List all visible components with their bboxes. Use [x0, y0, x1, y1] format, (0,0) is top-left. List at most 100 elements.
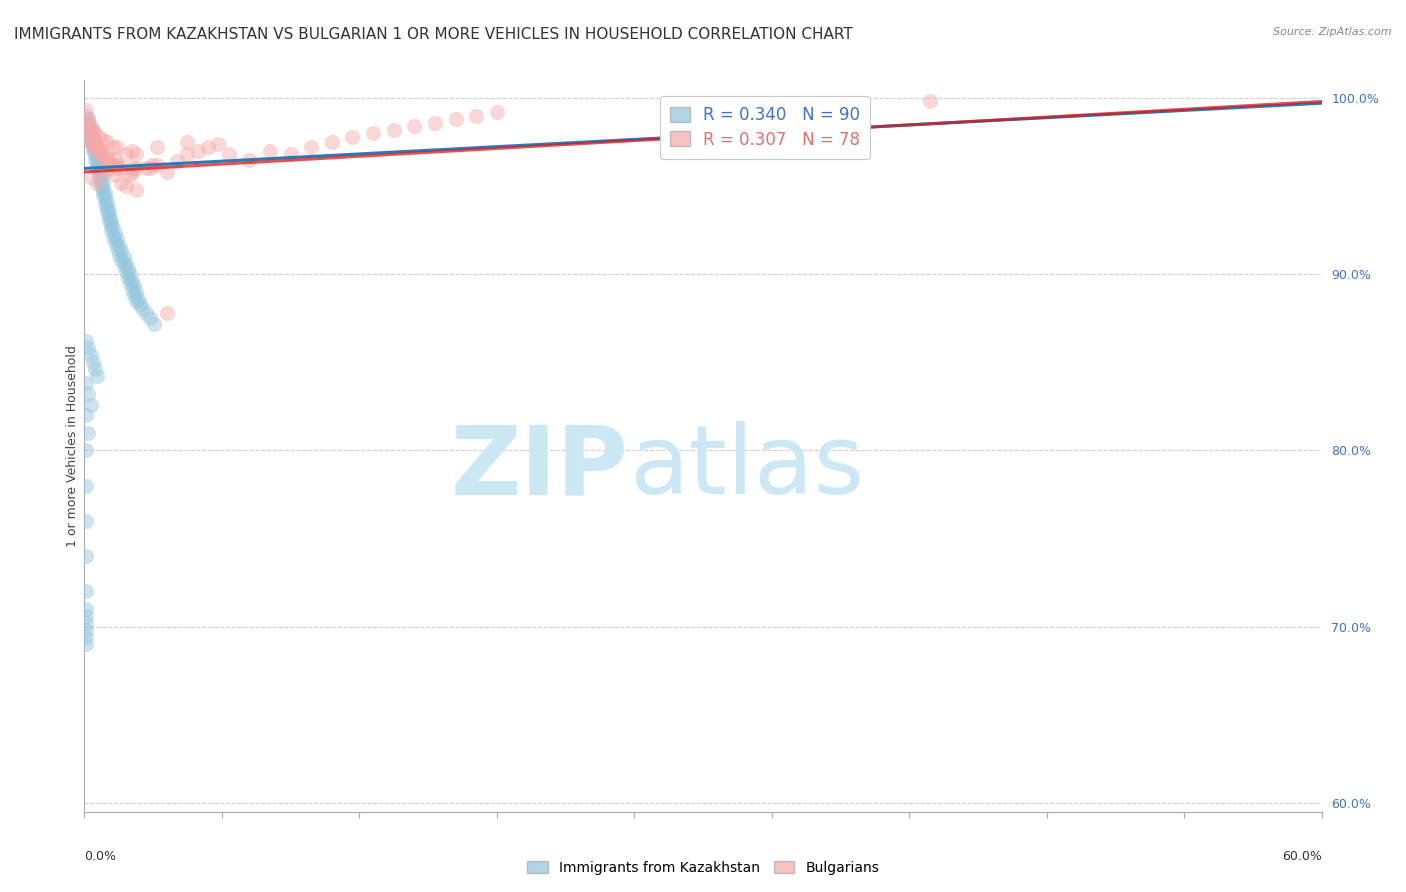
- Point: [79, 135, 101, 149]
- Point: [90, 144, 112, 158]
- Point: [135, 306, 157, 320]
- Point: [103, 221, 125, 235]
- Text: 0.0%: 0.0%: [84, 850, 117, 863]
- Point: [114, 179, 136, 194]
- Point: [96, 151, 118, 165]
- Point: [75, 623, 97, 637]
- Point: [112, 258, 135, 272]
- Point: [104, 227, 127, 241]
- Point: [104, 153, 127, 167]
- Point: [485, 105, 508, 120]
- Point: [98, 203, 121, 218]
- Point: [131, 301, 153, 315]
- Point: [125, 183, 148, 197]
- Point: [91, 133, 114, 147]
- Point: [82, 140, 104, 154]
- Point: [96, 194, 118, 209]
- Point: [122, 288, 145, 302]
- Point: [176, 135, 198, 149]
- Point: [82, 126, 104, 140]
- Point: [86, 140, 108, 154]
- Text: atlas: atlas: [628, 421, 863, 515]
- Point: [86, 176, 108, 190]
- Point: [96, 154, 118, 169]
- Point: [75, 514, 97, 528]
- Text: IMMIGRANTS FROM KAZAKHSTAN VS BULGARIAN 1 OR MORE VEHICLES IN HOUSEHOLD CORRELAT: IMMIGRANTS FROM KAZAKHSTAN VS BULGARIAN …: [14, 27, 853, 42]
- Point: [129, 297, 152, 311]
- Point: [187, 144, 209, 158]
- Point: [83, 147, 105, 161]
- Point: [83, 153, 105, 167]
- Point: [75, 443, 97, 458]
- Point: [75, 334, 97, 348]
- Point: [87, 170, 110, 185]
- Point: [197, 140, 219, 154]
- Point: [361, 126, 384, 140]
- Point: [121, 161, 143, 176]
- Point: [90, 174, 112, 188]
- Point: [117, 270, 139, 285]
- Point: [87, 129, 110, 144]
- Point: [77, 117, 100, 131]
- Point: [135, 161, 157, 176]
- Point: [91, 187, 114, 202]
- Point: [118, 276, 141, 290]
- Point: [141, 158, 163, 172]
- Point: [87, 147, 110, 161]
- Point: [87, 160, 110, 174]
- Point: [166, 154, 188, 169]
- Point: [79, 348, 101, 362]
- Point: [110, 253, 132, 268]
- Point: [79, 135, 101, 149]
- Point: [156, 306, 179, 320]
- Point: [75, 478, 97, 492]
- Text: Source: ZipAtlas.com: Source: ZipAtlas.com: [1274, 27, 1392, 37]
- Point: [82, 136, 104, 151]
- Point: [77, 112, 100, 126]
- Point: [122, 279, 145, 293]
- Point: [139, 161, 162, 176]
- Point: [100, 223, 122, 237]
- Y-axis label: 1 or more Vehicles in Household: 1 or more Vehicles in Household: [66, 345, 79, 547]
- Point: [96, 205, 118, 219]
- Point: [125, 293, 148, 308]
- Point: [118, 267, 141, 281]
- Point: [114, 256, 136, 270]
- Point: [79, 126, 101, 140]
- Point: [75, 609, 97, 624]
- Point: [79, 398, 101, 412]
- Point: [125, 161, 148, 176]
- Point: [82, 138, 104, 153]
- Point: [423, 115, 446, 129]
- Point: [75, 584, 97, 599]
- Point: [86, 151, 108, 165]
- Point: [238, 153, 260, 167]
- Text: 60.0%: 60.0%: [1282, 850, 1322, 863]
- Point: [96, 200, 118, 214]
- Point: [104, 158, 127, 172]
- Point: [105, 232, 128, 246]
- Point: [127, 292, 149, 306]
- Point: [114, 147, 136, 161]
- Point: [98, 161, 121, 176]
- Point: [98, 153, 121, 167]
- Point: [77, 112, 100, 126]
- Point: [94, 196, 117, 211]
- Point: [75, 616, 97, 631]
- Point: [75, 630, 97, 644]
- Point: [87, 144, 110, 158]
- Point: [86, 156, 108, 170]
- Point: [104, 169, 127, 183]
- Point: [321, 135, 343, 149]
- Point: [121, 144, 143, 158]
- Point: [77, 341, 100, 355]
- Point: [145, 140, 167, 154]
- Point: [103, 140, 125, 154]
- Point: [100, 218, 122, 232]
- Point: [98, 214, 121, 228]
- Point: [118, 169, 141, 183]
- Point: [100, 212, 122, 227]
- Point: [77, 126, 100, 140]
- Point: [83, 133, 105, 147]
- Point: [280, 147, 302, 161]
